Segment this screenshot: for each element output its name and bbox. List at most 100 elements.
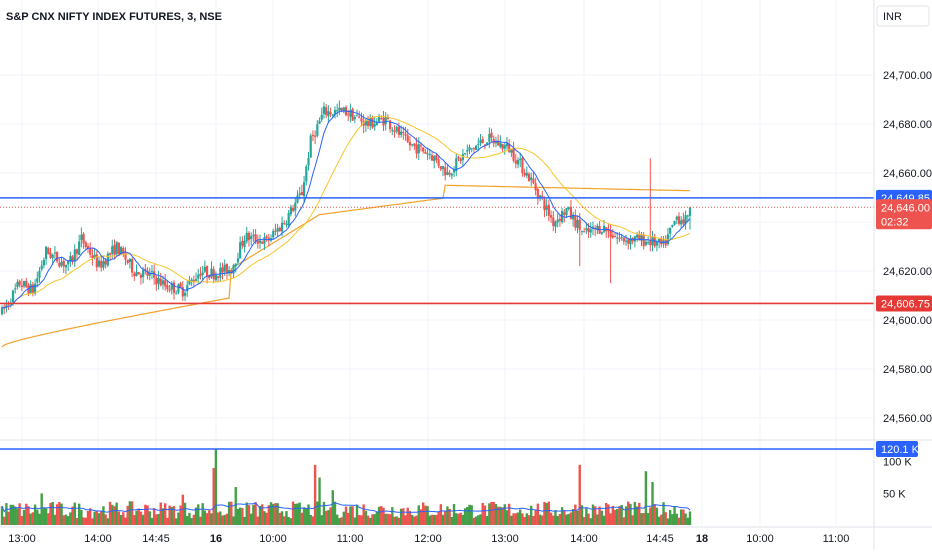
- candle-body: [102, 261, 105, 268]
- candle: [137, 272, 140, 275]
- candle-body: [627, 239, 630, 244]
- candle: [199, 266, 202, 280]
- candle-body: [377, 117, 381, 122]
- volume-bar: [384, 513, 387, 525]
- candle: [627, 237, 630, 250]
- volume-bar: [27, 506, 30, 525]
- candle: [36, 271, 39, 288]
- volume-bar: [49, 502, 52, 525]
- candle-body: [150, 271, 154, 273]
- candle: [377, 113, 381, 124]
- price-tick-label: 24,560.00: [883, 413, 932, 425]
- volume-bar: [530, 505, 533, 525]
- volume-bar: [36, 509, 39, 525]
- candle: [73, 244, 76, 268]
- candle-body: [505, 143, 509, 147]
- volume-bar: [662, 502, 665, 525]
- volume-bar: [333, 501, 337, 525]
- candle-body: [457, 156, 460, 159]
- volume-bar: [448, 508, 451, 525]
- candle: [565, 207, 568, 218]
- candle: [289, 204, 292, 217]
- candle: [247, 231, 251, 247]
- candle-body: [459, 158, 462, 162]
- volume-bar: [393, 516, 396, 525]
- candle-body: [549, 215, 553, 218]
- candle-body: [349, 110, 352, 117]
- volume-bar: [653, 504, 656, 525]
- candle-body: [669, 227, 672, 234]
- candle: [62, 257, 65, 273]
- volume-bar: [684, 513, 687, 525]
- candle: [25, 277, 28, 289]
- volume-bar: [53, 514, 57, 525]
- volume-bar: [137, 508, 140, 525]
- candle-body: [22, 281, 26, 287]
- candle: [488, 127, 491, 148]
- candle-body: [525, 172, 528, 176]
- volume-bar: [461, 514, 465, 525]
- candle-body: [336, 110, 339, 112]
- candle-body: [188, 280, 191, 285]
- candle-body: [536, 189, 539, 199]
- candle-body: [585, 228, 588, 231]
- candle-body: [159, 278, 162, 286]
- volume-bar: [0, 506, 4, 525]
- candle-body: [280, 222, 284, 232]
- volume-bar: [419, 509, 423, 525]
- volume-bar: [585, 507, 588, 525]
- candle-body: [287, 213, 290, 226]
- volume-bar: [589, 518, 592, 525]
- candle-body: [274, 230, 277, 232]
- candle-body: [175, 293, 178, 295]
- volume-bar: [20, 515, 24, 525]
- candle-body: [322, 106, 326, 115]
- volume-bar: [402, 508, 405, 525]
- currency-selector[interactable]: [876, 5, 930, 27]
- volume-bar: [144, 504, 147, 525]
- price-tick-label: 24,660.00: [883, 168, 932, 180]
- candle-body: [27, 285, 30, 294]
- volume-bar: [93, 511, 96, 525]
- volume-bar: [450, 516, 454, 525]
- candle-body: [613, 236, 617, 238]
- volume-bar: [554, 510, 557, 525]
- candle-body: [177, 284, 180, 293]
- candle-body: [386, 117, 389, 120]
- candle: [452, 166, 456, 178]
- volume-bar: [335, 514, 339, 525]
- candle-body: [552, 217, 555, 226]
- candle: [272, 228, 275, 240]
- volume-bar: [238, 507, 242, 525]
- volume-bar: [177, 512, 180, 525]
- candle-body: [131, 259, 134, 273]
- candle: [338, 100, 341, 116]
- candle-body: [128, 259, 131, 262]
- volume-bar: [558, 513, 562, 525]
- volume-bar: [181, 494, 185, 525]
- candle-body: [331, 114, 334, 116]
- candle: [210, 261, 213, 279]
- volume-bar: [483, 505, 487, 525]
- candle-body: [311, 134, 315, 137]
- volume-bar: [563, 509, 566, 525]
- candle: [64, 264, 68, 275]
- volume-bar: [574, 504, 577, 525]
- candle: [205, 265, 209, 284]
- candle-body: [170, 283, 173, 290]
- volume-bar: [265, 512, 268, 525]
- candle: [349, 103, 352, 123]
- candle: [7, 301, 10, 310]
- volume-bar: [417, 505, 420, 525]
- candle-body: [430, 155, 434, 161]
- candle: [466, 144, 469, 158]
- volume-bar: [311, 516, 315, 525]
- volume-bar: [135, 510, 138, 525]
- candle: [261, 240, 264, 245]
- candle-body: [247, 232, 251, 241]
- candle-body: [239, 242, 242, 259]
- volume-bar: [186, 516, 189, 525]
